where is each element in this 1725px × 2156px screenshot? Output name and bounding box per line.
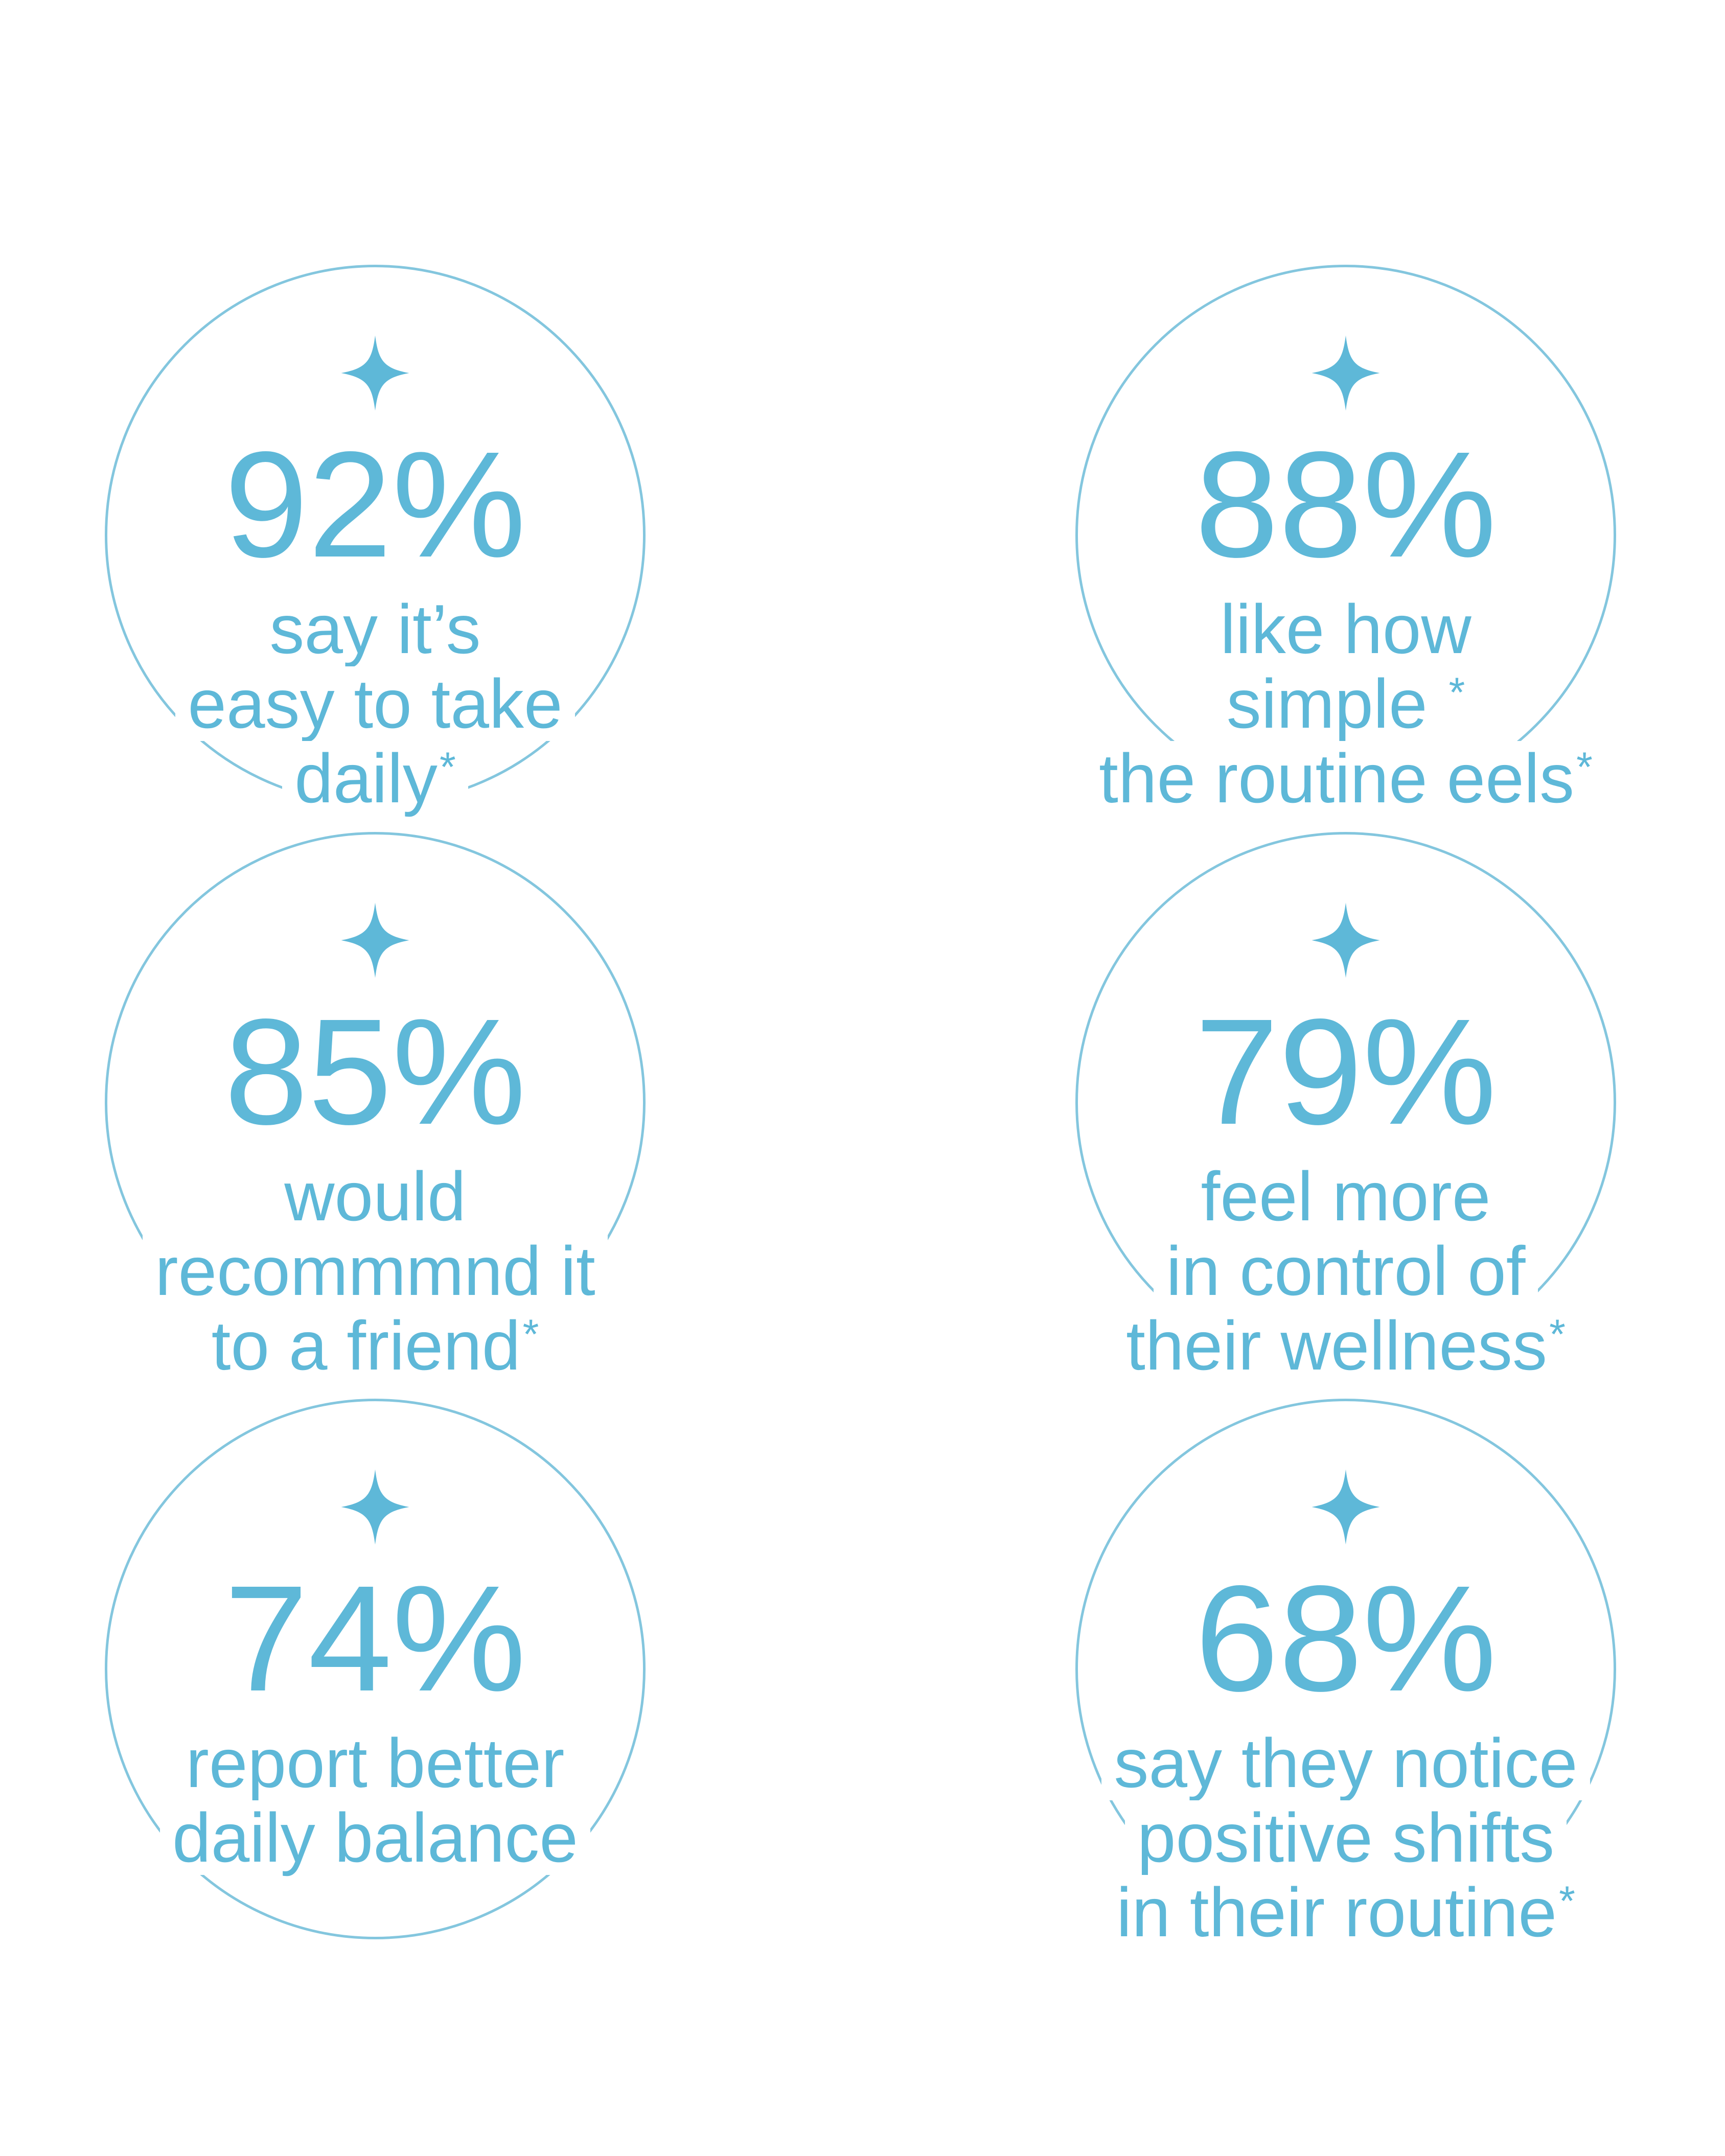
stat-caption-line: easy to take xyxy=(175,666,575,741)
stat-caption-line: say they notice xyxy=(1101,1726,1590,1800)
stat-value: 92% xyxy=(224,420,526,589)
stat-caption-line: recommmnd it xyxy=(143,1234,608,1308)
stat-caption-line: like how xyxy=(1208,592,1484,666)
stat-card: 88% like how simple * the routine eels* xyxy=(1075,265,1616,826)
stat-caption: say they notice positive shifts in their… xyxy=(994,1726,1698,1960)
footnote-asterisk: * xyxy=(1559,1878,1575,1925)
stat-card: 68% say they notice positive shifts in t… xyxy=(1075,1399,1616,1960)
sparkle-icon xyxy=(1312,1469,1380,1545)
stat-caption: report better daily balance xyxy=(23,1726,727,1950)
stat-content: 79% feel more in control of their wellne… xyxy=(1075,832,1616,1393)
stat-circle xyxy=(105,1399,646,1939)
footnote-asterisk: * xyxy=(1549,1311,1566,1358)
stat-content: 85% would recommmnd it to a friend* xyxy=(105,832,646,1393)
stat-caption-line: their wellness* xyxy=(1114,1308,1578,1393)
stat-content: 74% report better daily balance xyxy=(105,1399,646,1939)
stat-card: 85% would recommmnd it to a friend* xyxy=(105,832,646,1393)
stat-caption-line: in control of xyxy=(1154,1234,1538,1308)
sparkle-icon xyxy=(1312,335,1380,411)
stat-caption-line: daily* xyxy=(282,741,468,826)
stat-value: 74% xyxy=(224,1554,526,1723)
stat-caption: feel more in control of their wellness* xyxy=(994,1159,1698,1393)
sparkle-icon xyxy=(341,335,409,411)
sparkle-icon xyxy=(1312,902,1380,978)
sparkle-icon xyxy=(341,1469,409,1545)
footnote-asterisk: * xyxy=(440,744,456,791)
stat-caption-line: the routine eels* xyxy=(1087,741,1605,826)
stat-caption-line: would xyxy=(272,1159,478,1234)
stat-caption-line: daily balance xyxy=(160,1800,590,1875)
stat-value: 85% xyxy=(224,987,526,1156)
stat-caption-line: to a friend* xyxy=(199,1308,551,1393)
stat-caption-line: in their routine* xyxy=(1104,1875,1588,1960)
stat-caption: say it’s easy to take daily* xyxy=(23,592,727,826)
stat-caption: would recommmnd it to a friend* xyxy=(23,1159,727,1393)
stat-caption-line: feel more xyxy=(1188,1159,1503,1234)
stat-value: 79% xyxy=(1194,987,1497,1156)
stat-caption-line: positive shifts xyxy=(1124,1800,1567,1875)
stat-card: 79% feel more in control of their wellne… xyxy=(1075,832,1616,1393)
stat-content: 92% say it’s easy to take daily* xyxy=(105,265,646,826)
stat-content: 68% say they notice positive shifts in t… xyxy=(1075,1399,1616,1960)
stat-content: 88% like how simple * the routine eels* xyxy=(1075,265,1616,826)
footnote-asterisk: * xyxy=(1448,669,1465,716)
sparkle-icon xyxy=(341,902,409,978)
stat-caption-line: simple * xyxy=(1214,666,1478,751)
footnote-asterisk: * xyxy=(1576,744,1593,791)
stat-caption: like how simple * the routine eels* xyxy=(994,592,1698,826)
stat-card: 74% report better daily balance xyxy=(105,1399,646,1939)
stat-card: 92% say it’s easy to take daily* xyxy=(105,265,646,826)
stat-value: 68% xyxy=(1194,1554,1497,1723)
stat-caption-line: report better xyxy=(173,1726,577,1800)
stat-caption-line: say it’s xyxy=(257,592,493,666)
stat-value: 88% xyxy=(1194,420,1497,589)
footnote-asterisk: * xyxy=(522,1311,539,1358)
